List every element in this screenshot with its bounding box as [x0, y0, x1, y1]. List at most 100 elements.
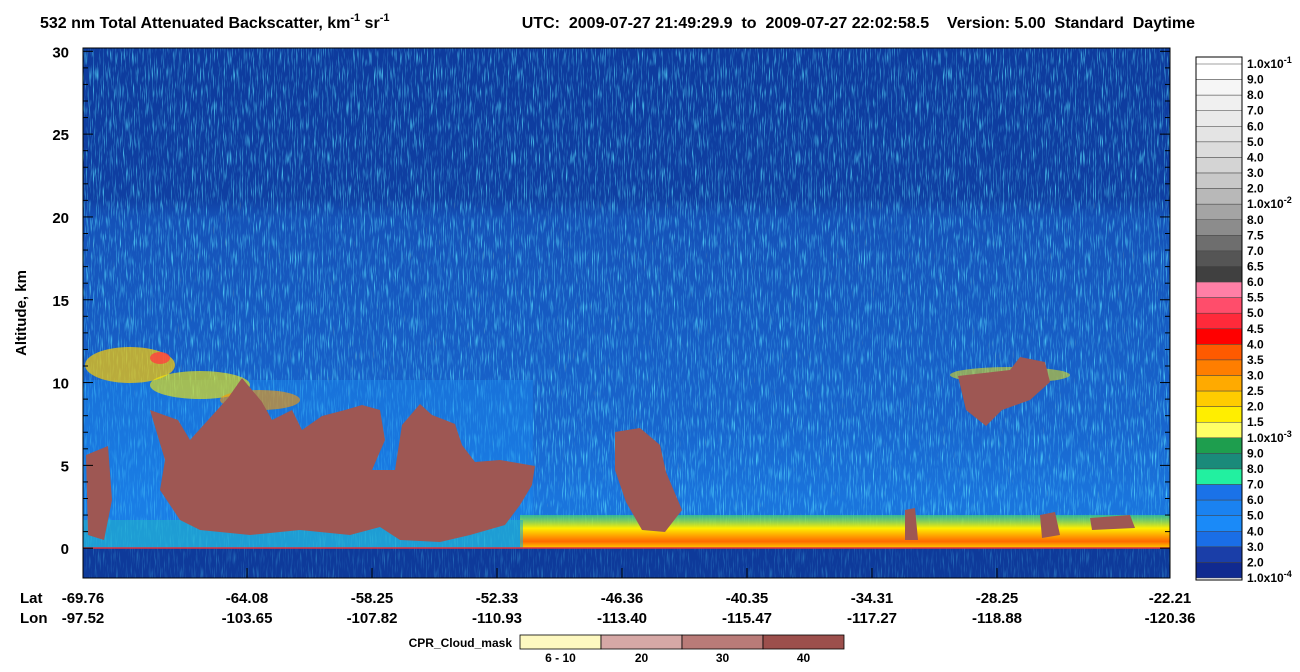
lat-label: Lat: [20, 590, 43, 607]
colorbar-swatch: [1195, 344, 1243, 361]
colorbar-frame: [1195, 56, 1243, 581]
colorbar-swatch: [1195, 390, 1243, 407]
cpr-legend-label: 40: [797, 651, 811, 665]
colorbar-swatch: [1195, 219, 1243, 236]
colorbar-swatch: [1195, 531, 1243, 548]
colorbar-swatch: [1195, 453, 1243, 470]
lat-tick-label: -28.25: [976, 590, 1019, 607]
colorbar-label-text: 7.0: [1247, 244, 1264, 258]
colorbar-label: 4.0: [1247, 337, 1264, 351]
colorbar-label-text: 2.0: [1247, 400, 1264, 414]
colorbar-label-text: 8.0: [1247, 88, 1264, 102]
colorbar-label: 1.0x10-3: [1247, 429, 1292, 445]
colorbar-swatch: [1195, 203, 1243, 221]
cpr-legend-title: CPR_Cloud_mask: [409, 636, 513, 650]
colorbar-swatch: [1195, 266, 1243, 283]
colorbar-label: 8.0: [1247, 213, 1264, 227]
colorbar-label-text: 4.0: [1247, 337, 1264, 351]
colorbar-swatch: [1195, 235, 1243, 252]
colorbar-label: 1.0x10-4: [1247, 569, 1292, 585]
colorbar-label: 8.0: [1247, 462, 1264, 476]
colorbar-label-text: 4.5: [1247, 322, 1264, 336]
colorbar-swatch: [1195, 468, 1243, 485]
colorbar-label: 2.0: [1247, 555, 1264, 569]
y-tick-label: 0: [61, 541, 69, 558]
colorbar-swatch: [1195, 546, 1243, 563]
colorbar-label-text: 6.0: [1247, 119, 1264, 133]
colorbar-label-text: 4.0: [1247, 150, 1264, 164]
lat-tick-label: -58.25: [351, 590, 394, 607]
title-text: sr: [360, 15, 380, 32]
colorbar-label-text: 4.0: [1247, 524, 1264, 538]
colorbar-label-text: 8.0: [1247, 462, 1264, 476]
colorbar-swatch: [1195, 79, 1243, 96]
colorbar-label-text: 6.0: [1247, 275, 1264, 289]
colorbar-swatch: [1195, 63, 1243, 80]
colorbar-swatch: [1195, 499, 1243, 516]
colorbar-label-exp: -4: [1284, 569, 1292, 579]
colorbar-swatch: [1195, 562, 1243, 579]
colorbar-label: 5.5: [1247, 291, 1264, 305]
colorbar-label: 4.0: [1247, 524, 1264, 538]
colorbar-label: 1.0x10-2: [1247, 195, 1292, 211]
cpr-legend-label: 30: [716, 651, 730, 665]
colorbar-swatch: [1195, 375, 1243, 392]
plot-frame: [82, 47, 1171, 579]
colorbar-swatch: [1195, 281, 1243, 298]
lat-tick-label: -69.76: [62, 590, 105, 607]
colorbar-label: 3.0: [1247, 166, 1264, 180]
colorbar-label: 6.0: [1247, 275, 1264, 289]
y-tick-label: 25: [52, 127, 69, 144]
lon-tick-label: -110.93: [472, 610, 522, 627]
colorbar-label: 3.0: [1247, 540, 1264, 554]
colorbar-label-text: 9.0: [1247, 73, 1264, 87]
y-tick-label: 10: [52, 376, 69, 393]
colorbar-label: 8.0: [1247, 88, 1264, 102]
colorbar-label: 7.0: [1247, 104, 1264, 118]
colorbar-label-exp: -1: [1284, 55, 1292, 65]
colorbar-label: 6.0: [1247, 119, 1264, 133]
colorbar-label-text: 9.0: [1247, 446, 1264, 460]
lat-tick-label: -40.35: [726, 590, 769, 607]
colorbar-label-text: 7.0: [1247, 104, 1264, 118]
cpr-legend-swatch: [681, 634, 764, 650]
colorbar-label-text: 7.5: [1247, 228, 1264, 242]
cpr-legend-label: 20: [635, 651, 649, 665]
colorbar-label: 4.5: [1247, 322, 1264, 336]
cpr-legend-swatch: [519, 634, 602, 650]
lat-tick-label: -46.36: [601, 590, 644, 607]
y-tick-label: 5: [61, 458, 69, 475]
colorbar-label-text: 5.5: [1247, 291, 1264, 305]
title-exp: -1: [380, 12, 390, 24]
colorbar-swatch: [1195, 484, 1243, 501]
lat-tick-label: -34.31: [851, 590, 894, 607]
lon-tick-label: -120.36: [1145, 610, 1196, 627]
colorbar-swatch: [1195, 359, 1243, 376]
colorbar-label-exp: -3: [1284, 429, 1292, 439]
y-axis-label: Altitude, km: [13, 270, 30, 356]
colorbar-label-text: 1.0x10: [1247, 197, 1284, 211]
colorbar-label: 5.0: [1247, 509, 1264, 523]
lon-tick-label: -115.47: [722, 610, 772, 627]
colorbar-swatch: [1195, 437, 1243, 454]
colorbar-label-text: 1.0x10: [1247, 431, 1284, 445]
curtain-image: [83, 48, 1170, 578]
lon-tick-label: -113.40: [597, 610, 647, 627]
colorbar-label-text: 8.0: [1247, 213, 1264, 227]
lon-tick-label: -103.65: [222, 610, 273, 627]
colorbar-label: 7.0: [1247, 244, 1264, 258]
colorbar-label-text: 2.0: [1247, 555, 1264, 569]
colorbar-label: 1.5: [1247, 415, 1264, 429]
colorbar-label: 9.0: [1247, 73, 1264, 87]
colorbar-label: 4.0: [1247, 150, 1264, 164]
y-tick-label: 20: [52, 210, 69, 227]
cpr-legend-label: 6 - 10: [545, 651, 576, 665]
colorbar-label-text: 1.5: [1247, 415, 1264, 429]
colorbar-swatch: [1195, 250, 1243, 267]
colorbar-label-text: 1.0x10: [1247, 571, 1284, 585]
colorbar-label: 3.0: [1247, 369, 1264, 383]
colorbar-swatch: [1195, 406, 1243, 423]
lat-tick-label: -52.33: [476, 590, 519, 607]
lon-tick-label: -97.52: [62, 610, 105, 627]
